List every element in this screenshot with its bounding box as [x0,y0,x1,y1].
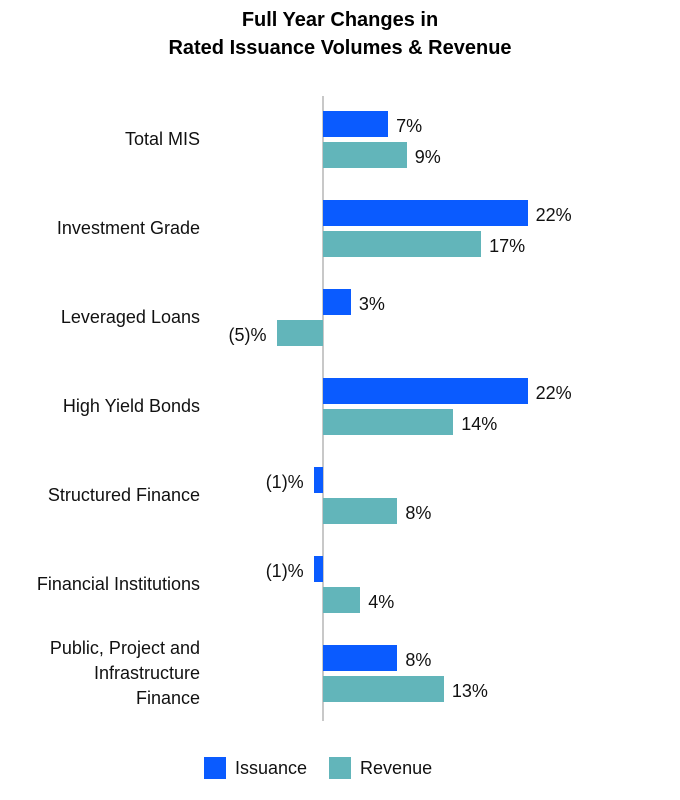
bar-revenue [276,320,323,346]
data-label-issuance: 22% [535,205,572,225]
legend-item-issuance: Issuance [204,757,307,779]
bar-revenue [323,676,444,702]
data-label-revenue: 17% [489,236,526,256]
category-label-line: Leveraged Loans [60,307,200,327]
data-label-issuance: 3% [358,294,385,314]
category-label: Total MIS [125,127,200,152]
category-label: Investment Grade [57,216,200,241]
legend-label-issuance: Issuance [235,757,308,778]
data-label-revenue: 14% [461,414,498,434]
zero-axis-line [322,96,324,721]
chart-title-line-2: Rated Issuance Volumes & Revenue [168,37,512,59]
chart-title: Full Year Changes in Rated Issuance Volu… [0,6,680,62]
bar-issuance [323,289,351,315]
bar-issuance [313,556,323,582]
data-label-revenue: 4% [368,592,395,612]
data-label-issuance: 22% [535,383,572,403]
data-label-issuance: (1)% [265,472,304,492]
bar-revenue [323,231,482,257]
data-label-issuance: (1)% [265,561,304,581]
category-label: Leveraged Loans [61,305,200,330]
category-label-line: Structured Finance [47,485,200,505]
bar-issuance [323,200,528,226]
bar-issuance [323,111,389,137]
chart-title-line-1: Full Year Changes in [241,9,439,31]
data-label-revenue: (5)% [228,325,267,345]
legend-item-revenue: Revenue [329,757,432,779]
bar-issuance [313,467,323,493]
legend-swatch-issuance [204,757,226,779]
data-label-revenue: 9% [414,147,441,167]
category-label-line: Finance [135,688,200,708]
bar-issuance [323,645,398,671]
bar-revenue [323,409,454,435]
category-label-line: Investment Grade [56,218,200,238]
legend: Issuance Revenue [204,757,454,779]
data-label-issuance: 7% [396,116,423,136]
category-label-line: Total MIS [124,129,200,149]
category-label: Financial Institutions [37,572,200,597]
data-label-issuance: 8% [405,650,432,670]
category-label-line: High Yield Bonds [62,396,200,416]
category-label: High Yield Bonds [63,394,200,419]
category-label-line: Public, Project and [49,638,200,658]
data-label-revenue: 8% [405,503,432,523]
bar-issuance [323,378,528,404]
category-label: Structured Finance [48,483,200,508]
bar-revenue [323,498,398,524]
legend-label-revenue: Revenue [360,757,433,778]
legend-swatch-revenue [329,757,352,779]
category-label: Public, Project and Infrastructure Finance [50,636,200,711]
bar-revenue [323,587,361,613]
bar-revenue [323,142,407,168]
data-label-revenue: 13% [451,681,488,701]
category-label-line: Infrastructure [93,663,200,683]
category-label-line: Financial Institutions [36,574,200,594]
